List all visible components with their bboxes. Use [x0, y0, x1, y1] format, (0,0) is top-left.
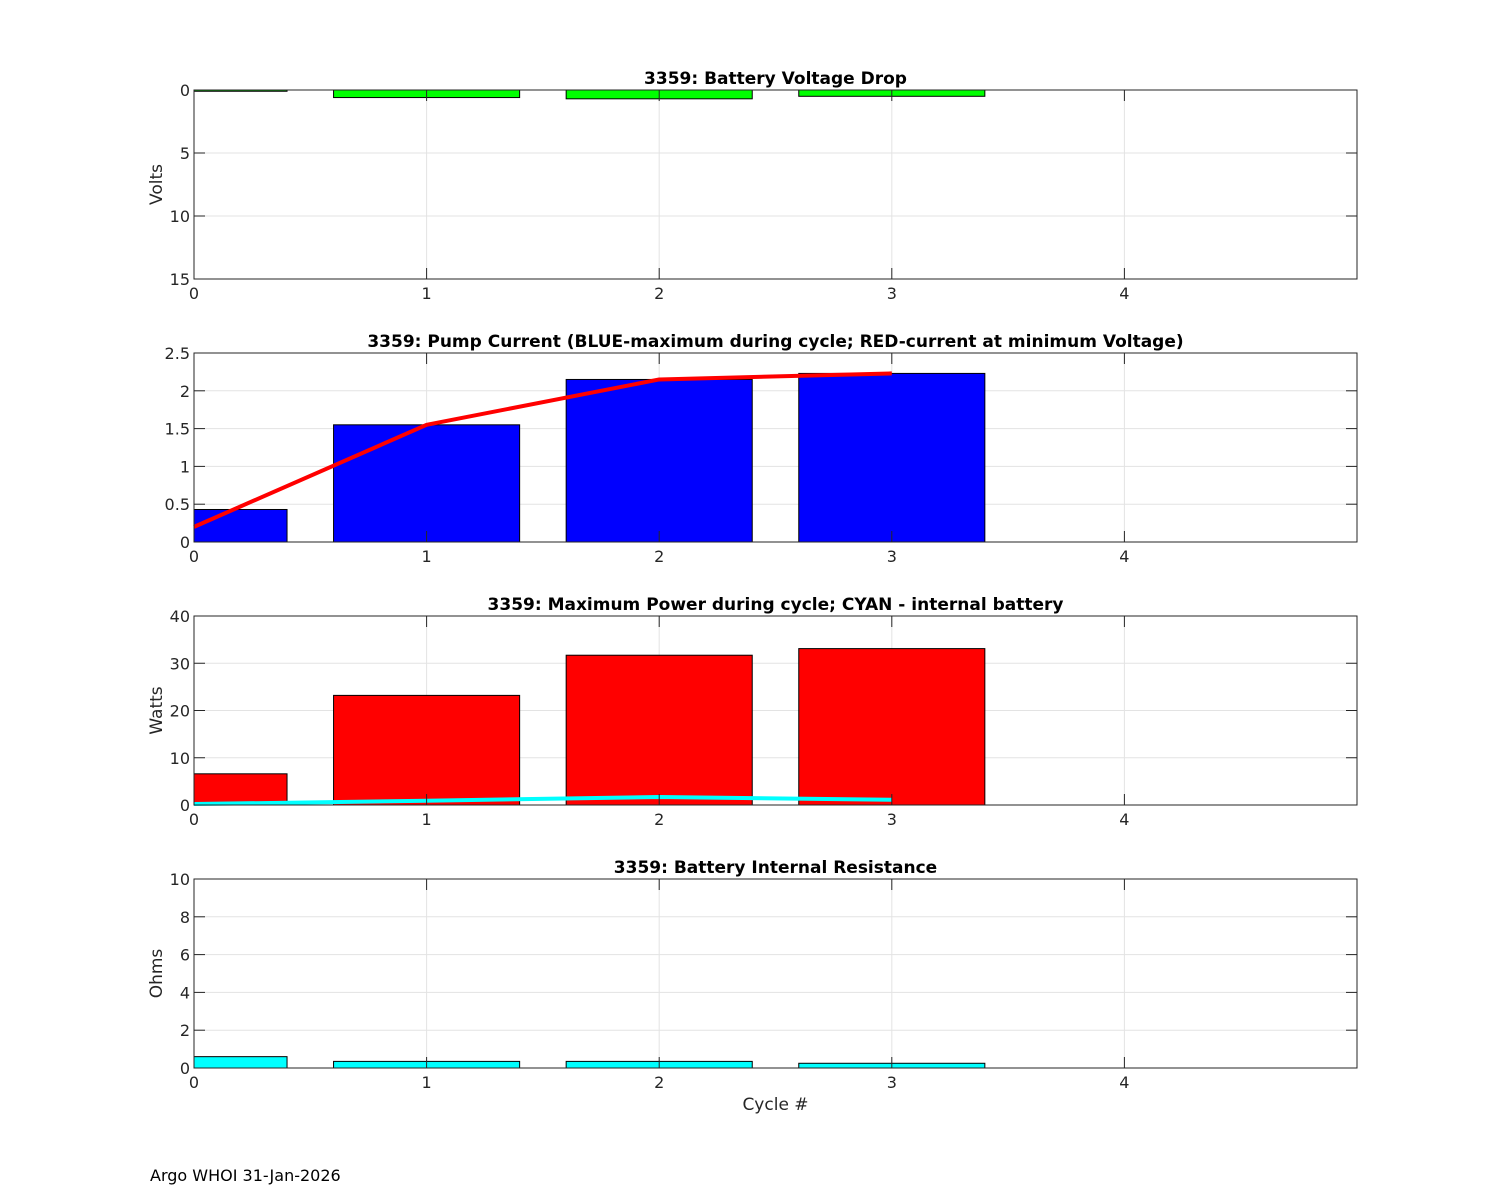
plot2-bar-1 [333, 424, 521, 543]
plot1-y-tick-label: 0 [180, 81, 190, 100]
plot3-title: 3359: Maximum Power during cycle; CYAN -… [488, 595, 1064, 615]
plot1-x-tick-label: 0 [189, 284, 199, 303]
plot2-x-tick-label: 2 [654, 547, 664, 566]
plot1-y-tick-label: 10 [170, 207, 190, 226]
plot4-axes-background [194, 879, 1357, 1068]
plot2-title: 3359: Pump Current (BLUE-maximum during … [367, 332, 1183, 352]
plot4-title: 3359: Battery Internal Resistance [614, 858, 937, 878]
plot4-y-tick-label: 4 [180, 983, 190, 1002]
plot1-x-tick-label: 1 [422, 284, 432, 303]
plot4-y-tick-label: 6 [180, 946, 190, 965]
plot3-y-tick-label: 10 [170, 749, 190, 768]
plot2-series-line [193, 371, 892, 529]
plot2-x-tick-label: 0 [189, 547, 199, 566]
plot1-axes-border [193, 89, 1358, 280]
plot4-x-tick-label: 2 [654, 1073, 664, 1092]
plot1-y-tick-label: 15 [170, 270, 190, 289]
plot4-y-tick-label: 2 [180, 1021, 190, 1040]
plot4-y-tick-label: 10 [170, 870, 190, 889]
plot3-x-tick-label: 4 [1119, 810, 1129, 829]
plot2-y-tick-label: 2 [180, 382, 190, 401]
plot4-x-tick-label: 0 [189, 1073, 199, 1092]
plot3-x-tick-label: 3 [887, 810, 897, 829]
plot4-y-axis-label: Ohms [147, 949, 167, 999]
plot3-x-tick-label: 0 [189, 810, 199, 829]
plot3-bar-0 [193, 773, 288, 806]
plot3-y-tick-label: 30 [170, 654, 190, 673]
plot1-axes-background [194, 90, 1357, 279]
plot1-y-tick-label: 5 [180, 144, 190, 163]
plot2-axes-border [193, 352, 1358, 543]
plot3-x-tick-label: 1 [422, 810, 432, 829]
plot3-bar-1 [333, 694, 521, 806]
plot2-bar-0 [193, 508, 288, 543]
plot4-x-tick-label: 3 [887, 1073, 897, 1092]
plot2-x-tick-label: 3 [887, 547, 897, 566]
plot1-x-tick-label: 4 [1119, 284, 1129, 303]
plot4-y-tick-label: 8 [180, 908, 190, 927]
plot4-x-axis-label: Cycle # [742, 1095, 808, 1115]
plot2-bar-3 [798, 372, 986, 543]
plot4-x-tick-label: 1 [422, 1073, 432, 1092]
plot4-bar-0 [193, 1056, 288, 1069]
plot2-y-tick-label: 2.5 [165, 344, 190, 363]
plot3-bar-2 [565, 654, 753, 806]
plot3-y-tick-label: 0 [180, 796, 190, 815]
plot1-y-axis-label: Volts [147, 164, 167, 205]
plot1-title: 3359: Battery Voltage Drop [644, 69, 907, 89]
plot2-x-tick-label: 4 [1119, 547, 1129, 566]
plot2-x-tick-label: 1 [422, 547, 432, 566]
plot3-x-tick-label: 2 [654, 810, 664, 829]
plot2-y-tick-label: 0.5 [165, 495, 190, 514]
plot3-y-tick-label: 40 [170, 607, 190, 626]
plot4-axes-border [193, 878, 1358, 1069]
plot4-y-tick-label: 0 [180, 1059, 190, 1078]
plot2-y-tick-label: 1 [180, 457, 190, 476]
plot1-x-tick-label: 2 [654, 284, 664, 303]
plot3-bar-3 [798, 648, 986, 806]
plot3-y-tick-label: 20 [170, 702, 190, 721]
plot2-y-tick-label: 0 [180, 533, 190, 552]
plot3-series-line [193, 794, 892, 807]
plot3-y-axis-label: Watts [147, 686, 167, 734]
plot2-y-tick-label: 1.5 [165, 420, 190, 439]
plot2-bar-2 [565, 378, 753, 543]
plot4-x-tick-label: 4 [1119, 1073, 1129, 1092]
footer-stamp: Argo WHOI 31-Jan-2026 [150, 1166, 341, 1185]
plot1-x-tick-label: 3 [887, 284, 897, 303]
